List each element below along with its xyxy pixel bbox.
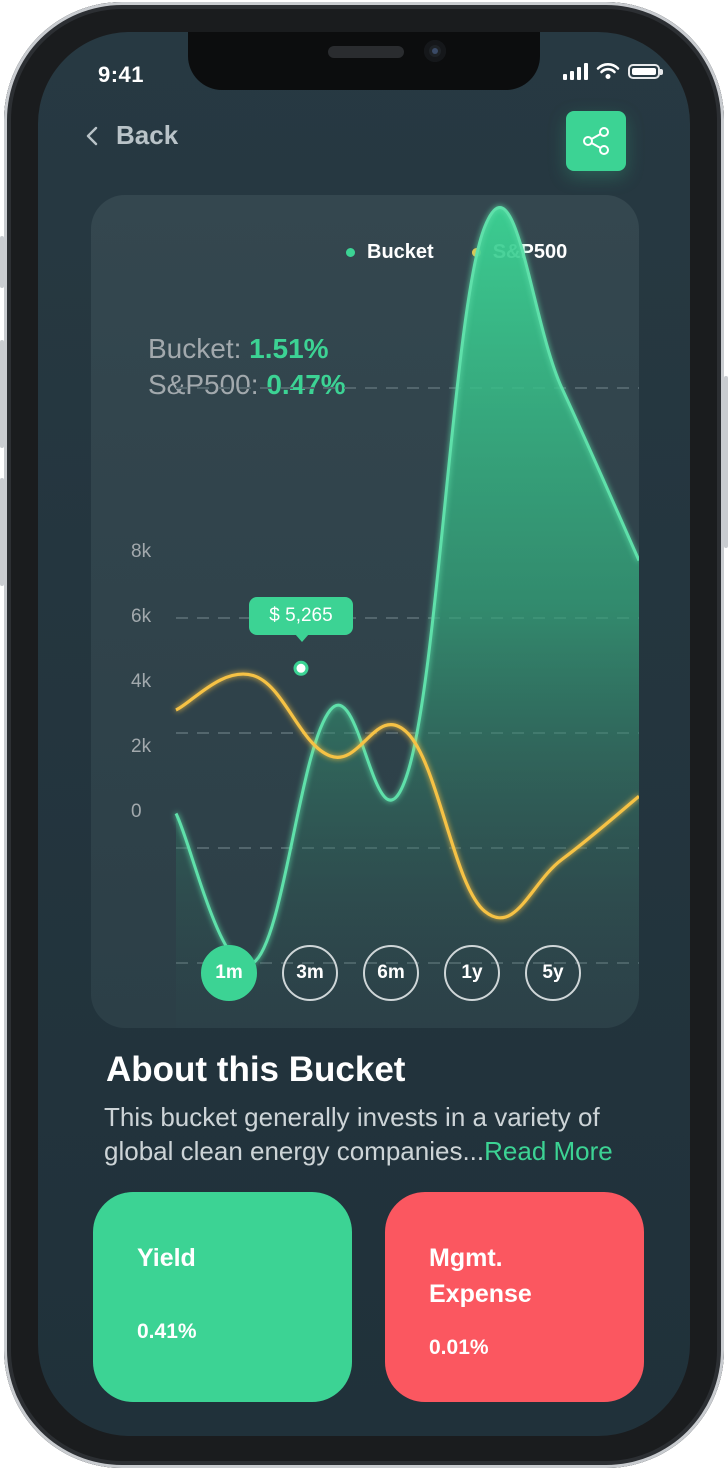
back-label: Back <box>116 120 179 150</box>
legend-label-bucket: Bucket <box>367 241 434 263</box>
range-button-3m[interactable]: 3m <box>282 945 338 1001</box>
read-more-link[interactable]: Read More <box>484 1136 613 1166</box>
y-tick-label: 4k <box>131 671 152 692</box>
performance-summary: Bucket: 1.51% S&P500: 0.47% <box>148 331 346 403</box>
value-tooltip: $ 5,265 <box>249 597 353 642</box>
range-button-5y[interactable]: 5y <box>525 945 581 1001</box>
performance-chart <box>174 206 639 1028</box>
highlight-point[interactable] <box>293 660 309 676</box>
yield-value: 0.41% <box>137 1320 197 1343</box>
volume-up-button <box>0 340 4 448</box>
app-screen: 9:41 Back Bucket <box>38 32 690 1436</box>
range-button-6m[interactable]: 6m <box>363 945 419 1001</box>
chart-card: Bucket S&P500 Bucket: 1.51% S&P500: 0.47… <box>91 195 639 1028</box>
yield-label: Yield <box>137 1244 196 1272</box>
performance-sp500-value: 0.47% <box>266 369 346 400</box>
mgmt-expense-label-line1: Mgmt. <box>429 1244 503 1272</box>
performance-bucket-value: 1.51% <box>249 333 329 364</box>
signal-icon <box>563 62 588 80</box>
share-button[interactable] <box>566 111 626 171</box>
y-tick-label: 2k <box>131 736 152 757</box>
mgmt-expense-value: 0.01% <box>429 1336 489 1359</box>
legend-dot-bucket <box>346 248 355 257</box>
about-title: About this Bucket <box>106 1050 406 1089</box>
notch <box>188 32 540 90</box>
performance-sp500: S&P500: 0.47% <box>148 367 346 403</box>
wifi-icon <box>596 63 620 79</box>
y-tick-label: 6k <box>131 606 152 627</box>
speaker <box>328 46 404 58</box>
power-button <box>724 376 728 548</box>
battery-icon <box>628 63 663 79</box>
time-range-selector: 1m 3m 6m 1y 5y <box>201 945 581 1001</box>
performance-bucket: Bucket: 1.51% <box>148 331 346 367</box>
status-time: 9:41 <box>98 62 145 87</box>
status-icons <box>563 62 663 80</box>
range-button-1m[interactable]: 1m <box>201 945 257 1001</box>
volume-down-button <box>0 478 4 586</box>
sp500-line <box>175 672 639 920</box>
mgmt-expense-label-line2: Expense <box>429 1280 532 1308</box>
about-text: This bucket generally invests in a varie… <box>104 1102 600 1166</box>
share-icon <box>583 127 609 155</box>
back-button[interactable]: Back <box>86 120 178 151</box>
performance-bucket-label: Bucket: <box>148 333 250 364</box>
front-camera <box>424 40 446 62</box>
y-tick-label: 8k <box>131 541 152 562</box>
action-button <box>0 236 4 288</box>
mgmt-expense-card[interactable]: Mgmt. Expense 0.01% <box>385 1192 644 1402</box>
legend-item-bucket: Bucket <box>346 241 434 264</box>
range-button-1y[interactable]: 1y <box>444 945 500 1001</box>
yield-card[interactable]: Yield 0.41% <box>93 1192 352 1402</box>
bucket-area <box>176 207 639 1028</box>
about-description: This bucket generally invests in a varie… <box>104 1100 664 1168</box>
y-tick-label: 0 <box>131 801 142 822</box>
chevron-left-icon <box>86 126 98 145</box>
performance-sp500-label: S&P500: <box>148 369 267 400</box>
